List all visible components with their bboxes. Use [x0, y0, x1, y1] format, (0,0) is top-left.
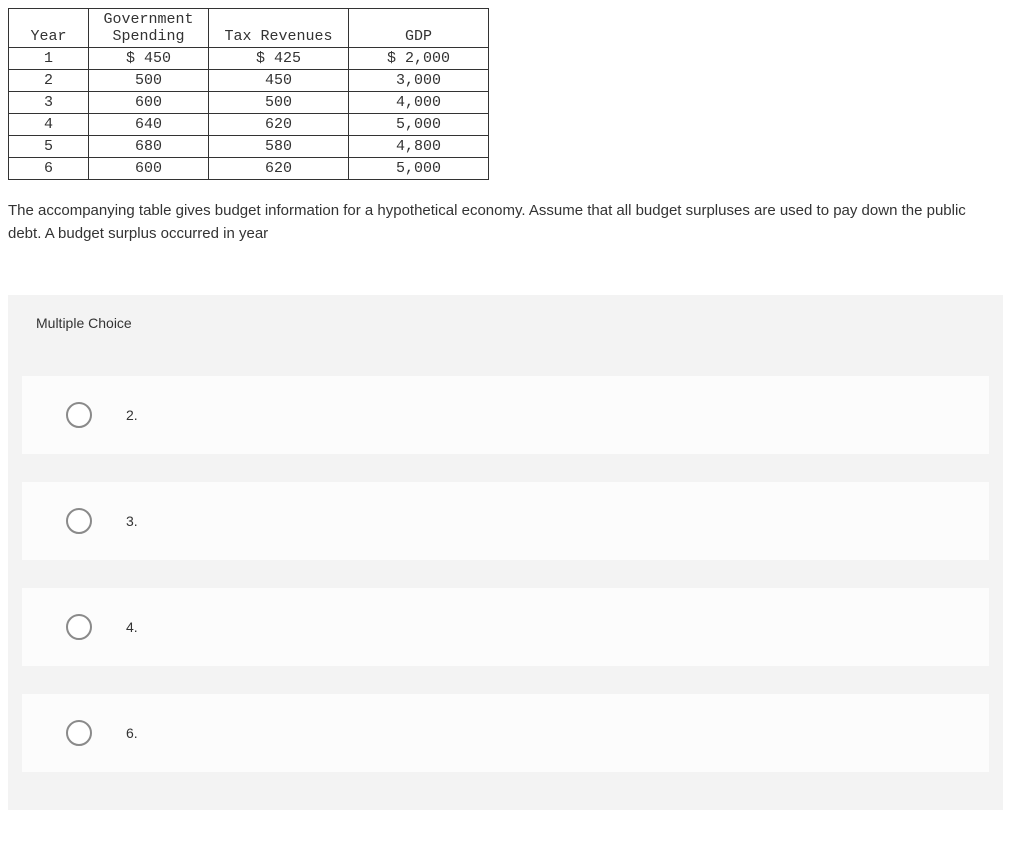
cell-gdp: 4,000 [349, 92, 489, 114]
cell-gdp: 5,000 [349, 114, 489, 136]
cell-gdp: 5,000 [349, 158, 489, 180]
radio-button[interactable] [66, 720, 92, 746]
cell-tax: 620 [209, 114, 349, 136]
cell-tax: 580 [209, 136, 349, 158]
table-row: 2 500 450 3,000 [9, 70, 489, 92]
option-label: 6. [126, 725, 138, 741]
cell-spending: 680 [89, 136, 209, 158]
option-label: 2. [126, 407, 138, 423]
col-header-spending: Government Spending [89, 9, 209, 48]
cell-tax: 450 [209, 70, 349, 92]
option-label: 4. [126, 619, 138, 635]
budget-table: Year Government Spending Tax Revenues GD… [8, 8, 489, 180]
table-row: 3 600 500 4,000 [9, 92, 489, 114]
mc-heading: Multiple Choice [8, 315, 1003, 331]
cell-year: 2 [9, 70, 89, 92]
cell-year: 4 [9, 114, 89, 136]
cell-tax: 620 [209, 158, 349, 180]
cell-year: 6 [9, 158, 89, 180]
cell-year: 1 [9, 48, 89, 70]
radio-button[interactable] [66, 614, 92, 640]
mc-option[interactable]: 6. [22, 694, 989, 772]
mc-option[interactable]: 4. [22, 588, 989, 666]
question-text: The accompanying table gives budget info… [8, 200, 1003, 245]
cell-tax: $ 425 [209, 48, 349, 70]
col-header-tax: Tax Revenues [209, 9, 349, 48]
mc-option[interactable]: 2. [22, 376, 989, 454]
cell-year: 5 [9, 136, 89, 158]
table-header-row: Year Government Spending Tax Revenues GD… [9, 9, 489, 48]
col-header-year: Year [9, 9, 89, 48]
cell-gdp: $ 2,000 [349, 48, 489, 70]
table-row: 4 640 620 5,000 [9, 114, 489, 136]
cell-tax: 500 [209, 92, 349, 114]
cell-spending: 600 [89, 158, 209, 180]
cell-spending: 600 [89, 92, 209, 114]
table-row: 1 $ 450 $ 425 $ 2,000 [9, 48, 489, 70]
cell-spending: 640 [89, 114, 209, 136]
radio-button[interactable] [66, 508, 92, 534]
col-header-gdp: GDP [349, 9, 489, 48]
cell-gdp: 3,000 [349, 70, 489, 92]
table-row: 6 600 620 5,000 [9, 158, 489, 180]
table-row: 5 680 580 4,800 [9, 136, 489, 158]
cell-gdp: 4,800 [349, 136, 489, 158]
radio-button[interactable] [66, 402, 92, 428]
mc-option[interactable]: 3. [22, 482, 989, 560]
cell-spending: 500 [89, 70, 209, 92]
multiple-choice-container: Multiple Choice 2. 3. 4. 6. [8, 295, 1003, 810]
cell-spending: $ 450 [89, 48, 209, 70]
option-label: 3. [126, 513, 138, 529]
cell-year: 3 [9, 92, 89, 114]
